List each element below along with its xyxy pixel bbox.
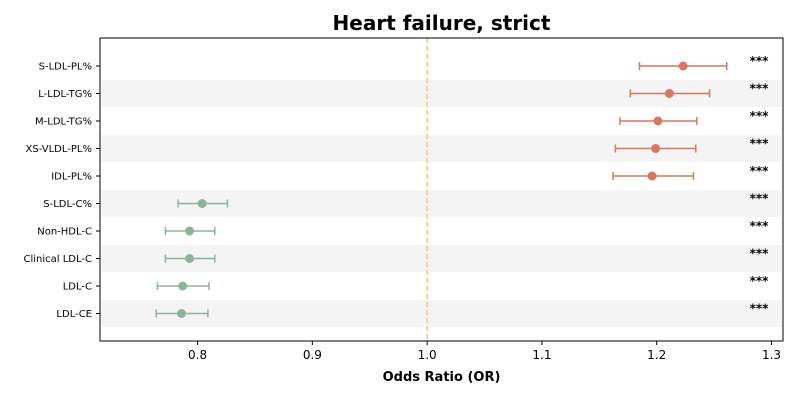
x-tick-label: 0.9 [303, 348, 322, 362]
plot-frame [99, 37, 784, 342]
x-tick-label: 1.2 [647, 348, 666, 362]
y-tick-label: Clinical LDL-C [24, 254, 93, 265]
or-point [664, 89, 674, 98]
or-point [177, 309, 187, 318]
significance-label: *** [750, 302, 770, 316]
significance-label: *** [750, 82, 770, 96]
x-tick-label: 0.8 [188, 348, 207, 362]
significance-label: *** [750, 137, 770, 151]
significance-label: *** [750, 164, 770, 178]
x-tick-label: 1.1 [532, 348, 551, 362]
significance-label: *** [750, 274, 770, 288]
x-axis-label: Odds Ratio (OR) [383, 370, 501, 385]
or-point [651, 144, 661, 153]
significance-label: *** [750, 109, 770, 123]
or-point [197, 199, 207, 208]
or-point [647, 171, 657, 181]
y-tick-label: L-LDL-TG% [38, 89, 92, 100]
y-axis: S-LDL-PL% L-LDL-TG% M-LDL-TG% XS-VLDL-PL% ID… [24, 62, 100, 320]
or-point [178, 281, 188, 291]
or-point [185, 226, 195, 236]
y-tick-label: LDL-C [63, 282, 92, 293]
x-axis: 0.8 0.9 1.0 1.1 1.2 1.3 [188, 341, 781, 362]
y-tick-label: LDL-CE [56, 309, 92, 320]
y-tick-label: XS-VLDL-PL% [26, 144, 92, 155]
y-tick-label: S-LDL-C% [43, 199, 92, 210]
y-tick-label: IDL-PL% [51, 172, 92, 183]
data-marks: *** *** *** *** *** *** *** *** *** *** [155, 54, 770, 318]
significance-label: *** [750, 192, 770, 206]
significance-label: *** [750, 54, 770, 68]
y-tick-label: Non-HDL-C [37, 227, 92, 238]
x-tick-label: 1.3 [762, 348, 781, 362]
row-band [101, 300, 782, 327]
or-point [678, 61, 688, 71]
y-tick-label: S-LDL-PL% [39, 62, 92, 73]
significance-label: *** [750, 219, 770, 233]
y-tick-label: M-LDL-TG% [35, 117, 92, 128]
or-point [185, 254, 195, 263]
significance-label: *** [750, 247, 770, 261]
x-tick-label: 1.0 [418, 348, 437, 362]
or-point [653, 116, 663, 126]
chart-title: Heart failure, strict [333, 11, 551, 35]
